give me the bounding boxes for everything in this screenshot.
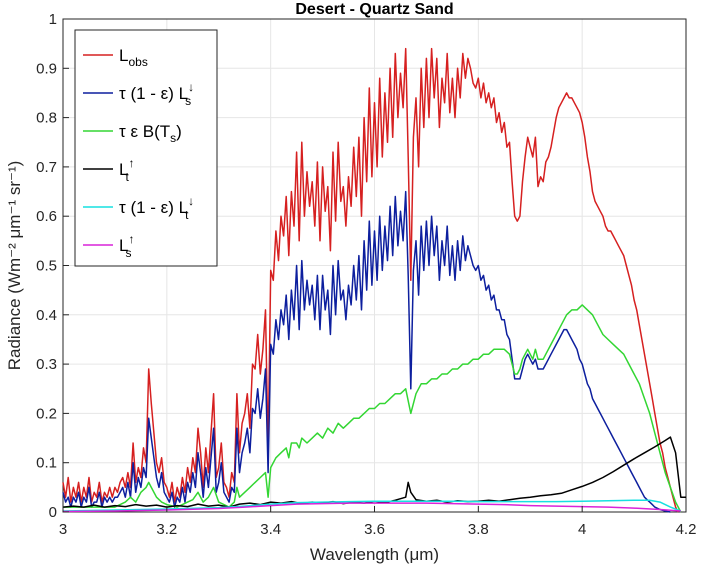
y-tick-label: 0.4 [36, 307, 57, 324]
chart-title: Desert - Quartz Sand [295, 1, 453, 18]
legend-entry: τ ε B(Ts) [119, 122, 182, 145]
x-tick-label: 3.2 [156, 521, 177, 538]
y-tick-label: 0.6 [36, 208, 57, 225]
legend-entry: L↑ s [119, 232, 134, 260]
series-line-3 [62, 436, 686, 508]
y-tick-label: 1 [49, 11, 57, 28]
y-axis-ticks: 0 0.1 0.2 0.3 0.4 0.5 0.6 0.7 0.8 0.9 1 [36, 11, 69, 521]
x-tick-label: 3 [59, 521, 67, 538]
series-line-2 [63, 304, 682, 513]
x-axis-ticks: 3 3.2 3.4 3.6 3.8 4 4.2 [59, 506, 697, 538]
series-line-4 [62, 499, 682, 512]
x-tick-label: 4 [578, 521, 586, 538]
y-tick-label: 0 [49, 504, 57, 521]
y-tick-label: 0.7 [36, 159, 57, 176]
x-axis-label: Wavelength (μm) [310, 545, 439, 564]
y-axis-label: Radiance (Wm⁻² μm⁻¹ sr⁻¹) [5, 161, 24, 371]
series-line-1 [62, 190, 671, 513]
legend-entry: Lobs [119, 46, 148, 69]
legend-entry: τ (1 - ε) L↓ t [119, 194, 194, 222]
series-line-5 [62, 502, 681, 513]
legend-entry: L↑ t [119, 156, 134, 184]
legend-box [74, 29, 218, 267]
x-tick-label: 3.6 [364, 521, 385, 538]
y-tick-label: 0.2 [36, 405, 57, 422]
y-tick-label: 0.5 [36, 258, 57, 275]
y-tick-label: 0.8 [36, 110, 57, 127]
x-tick-label: 4.2 [676, 521, 697, 538]
x-tick-label: 3.8 [468, 521, 489, 538]
y-tick-label: 0.3 [36, 356, 57, 373]
y-tick-label: 0.1 [36, 455, 57, 472]
legend: Lobs τ (1 - ε) L↓ s τ ε B(Ts) L↑ t τ (1 - ε) L… [74, 29, 218, 267]
y-tick-label: 0.9 [36, 60, 57, 77]
x-tick-label: 3.4 [260, 521, 281, 538]
legend-entry: τ (1 - ε) L↓ s [119, 80, 194, 108]
series-line-0 [62, 47, 679, 513]
series-layer [62, 47, 686, 513]
